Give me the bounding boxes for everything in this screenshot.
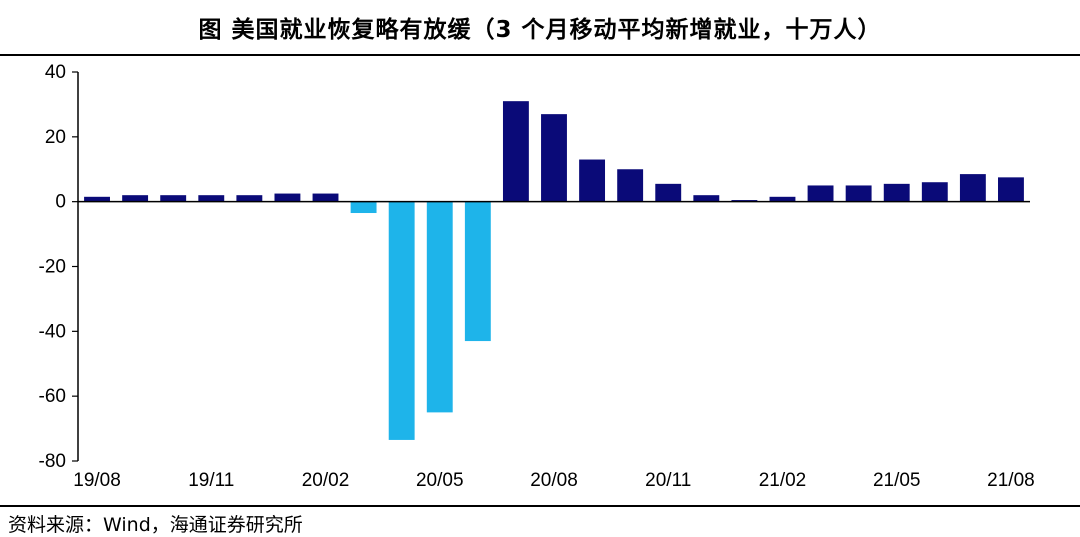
- bar-21-06: [921, 182, 948, 202]
- x-tick-label: 19/08: [73, 470, 121, 491]
- y-tick-label: 20: [45, 127, 66, 148]
- y-tick-label: -40: [39, 321, 66, 342]
- bar-21-03: [807, 185, 834, 202]
- x-tick-label: 21/02: [759, 470, 807, 491]
- bar-19-10: [160, 195, 187, 202]
- x-tick-label: 20/08: [530, 470, 578, 491]
- x-tick-label: 19/11: [188, 470, 234, 491]
- x-tick-label: 20/02: [302, 470, 350, 491]
- bar-21-01: [731, 200, 758, 202]
- bar-20-04: [388, 201, 415, 440]
- x-tick-label: 21/05: [873, 470, 921, 491]
- source-note: 资料来源：Wind，海通证券研究所: [8, 514, 303, 536]
- bar-21-04: [845, 185, 872, 202]
- y-tick-label: -80: [39, 451, 66, 472]
- bar-21-07: [959, 174, 986, 202]
- bar-19-12: [236, 195, 263, 202]
- bar-20-03: [350, 201, 377, 214]
- bar-19-11: [198, 195, 225, 202]
- bar-20-10: [617, 169, 644, 202]
- bar-20-05: [426, 201, 453, 413]
- x-tick-label: 21/08: [987, 470, 1035, 491]
- bar-21-05: [883, 183, 910, 202]
- y-tick-label: 40: [45, 62, 66, 83]
- bar-19-08: [84, 196, 110, 202]
- chart-title: 图 美国就业恢复略有放缓（3 个月移动平均新增就业，十万人）: [198, 17, 882, 43]
- title-bar: 图 美国就业恢复略有放缓（3 个月移动平均新增就业，十万人）: [0, 0, 1080, 54]
- bar-20-09: [579, 159, 606, 202]
- bar-21-08: [998, 177, 1024, 202]
- bar-20-06: [464, 201, 491, 342]
- source-rule: [0, 505, 1080, 507]
- x-tick-label: 20/05: [416, 470, 464, 491]
- bar-20-08: [541, 114, 567, 202]
- y-tick-label: -60: [39, 386, 66, 407]
- bar-19-09: [122, 195, 149, 202]
- bar-21-02: [769, 196, 796, 202]
- x-tick-label: 20/11: [645, 470, 691, 491]
- bar-20-02: [312, 193, 339, 202]
- y-tick-label: 0: [55, 192, 66, 213]
- title-rule: [0, 54, 1080, 56]
- bar-20-07: [502, 101, 529, 202]
- bar-20-12: [693, 195, 720, 202]
- bar-20-11: [655, 183, 682, 202]
- bar-chart: 40 20 0 -20 -40 -60 -80 19/08 19/11 20/02 20/05 20/…: [39, 62, 1035, 491]
- bar-20-01: [274, 193, 301, 202]
- y-tick-label: -20: [39, 257, 66, 278]
